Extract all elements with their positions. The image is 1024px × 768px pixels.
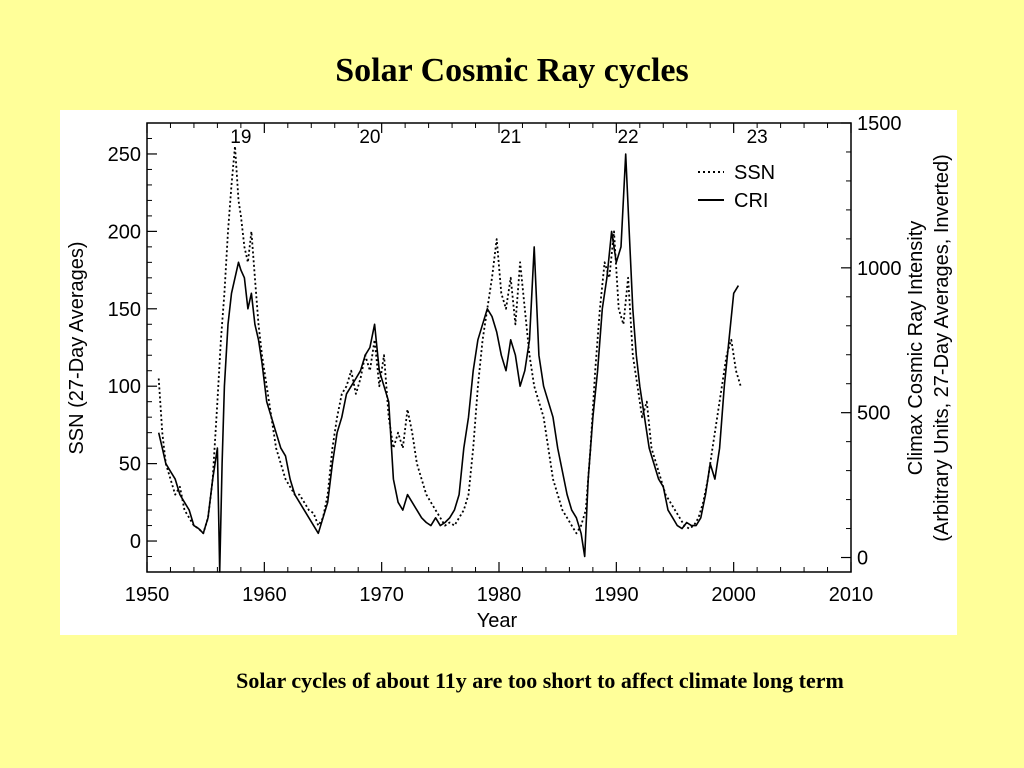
slide-caption: Solar cycles of about 11y are too short … [236,668,844,693]
cycle-label: 19 [230,127,251,148]
x-axis-label: Year [477,610,518,632]
x-tick-label: 1960 [242,584,286,606]
chart-panel: 1950 1960 1970 1980 1990 2000 2010 0 50 100 150 20… [60,110,957,635]
y2-tick-label: 0 [857,548,868,570]
x-tick-label: 1980 [477,584,522,606]
cycle-labels: 19 20 21 22 23 [230,127,767,148]
legend: SSN CRI [698,162,775,212]
y-tick-label: 150 [108,299,141,321]
y-axis-ticks: 0 50 100 150 200 250 [108,137,157,558]
x-tick-label: 1990 [594,584,639,606]
y-tick-label: 0 [130,531,141,553]
y-tick-label: 50 [119,454,141,476]
y2-tick-label: 1500 [857,113,902,135]
series-line-ssn [157,145,742,535]
cycle-label: 20 [359,127,380,148]
slide-title: Solar Cosmic Ray cycles [335,52,689,89]
y-tick-label: 250 [108,144,141,166]
cosmic-ray-chart: 1950 1960 1970 1980 1990 2000 2010 05010015020… [66,113,953,632]
legend-ssn-label: SSN [734,162,775,184]
x-tick-label: 1970 [359,584,404,606]
series-line-cri [157,153,740,573]
legend-cri-label: CRI [734,190,768,212]
y-tick-label: 100 [108,376,141,398]
y2-axis-label-line2: (Arbitrary Units, 27-Day Averages, Inver… [931,154,953,542]
x-tick-label: 2010 [829,584,874,606]
x-tick-label: 2000 [711,584,756,606]
x-tick-label: 1950 [125,584,170,606]
cycle-label: 23 [747,127,768,148]
y2-axis-ticks: 0 500 1000 1500 [841,113,902,570]
y2-axis-label-line1: Climax Cosmic Ray Intensity [905,221,927,476]
cycle-label: 21 [500,127,521,148]
cycle-label: 22 [617,127,638,148]
series-layer [157,145,742,573]
y2-tick-label: 500 [857,403,890,425]
y-axis-label: SSN (27-Day Averages) [66,241,88,454]
x-axis-ticks: 1950 1960 1970 1980 1990 2000 2010 [125,123,874,606]
y-tick-label: 200 [108,221,141,243]
y2-tick-label: 1000 [857,258,902,280]
